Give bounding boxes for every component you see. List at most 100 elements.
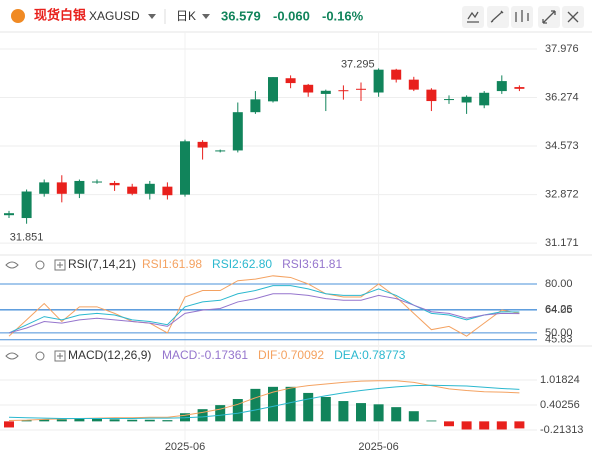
candle-body — [21, 191, 32, 219]
candle-body — [514, 87, 525, 89]
legend-entry: RSI1:61.98 — [142, 257, 202, 271]
macd-bar — [338, 401, 349, 422]
macd-bar — [461, 421, 472, 430]
y-tick-label: 32.872 — [545, 188, 579, 200]
macd-bar — [109, 419, 120, 422]
x-tick-label: 2025-06 — [358, 441, 398, 453]
y-tick-label: 45.83 — [545, 334, 573, 346]
period[interactable]: 日K — [176, 9, 196, 23]
candle-body — [215, 150, 226, 152]
candle-body — [373, 69, 384, 93]
candle-body — [356, 88, 366, 90]
candle-body — [250, 99, 261, 113]
macd-bar — [479, 421, 490, 430]
plus-icon[interactable] — [54, 259, 66, 271]
candle-body — [444, 99, 454, 101]
eye-icon[interactable] — [5, 352, 19, 360]
macd-bar — [144, 419, 155, 422]
indicator-line — [8, 384, 520, 420]
plus-sign — [57, 262, 63, 268]
macd-bar — [232, 399, 243, 422]
max-label: 37.295 — [341, 58, 375, 70]
candle-body — [180, 141, 190, 195]
tool-button[interactable] — [462, 6, 484, 28]
tool-icon — [542, 10, 556, 24]
macd-bar — [92, 418, 102, 422]
tool-button[interactable] — [487, 6, 509, 28]
candle-body — [127, 186, 138, 194]
macd-bar — [408, 411, 419, 422]
x-tick-label: 2025-06 — [165, 441, 205, 453]
macd-bar — [197, 409, 208, 422]
symbol[interactable]: XAGUSD — [89, 9, 140, 23]
instrument-name[interactable]: 现货白银 — [34, 7, 87, 22]
macd-bar — [250, 388, 261, 422]
macd-bar — [215, 405, 226, 422]
tool-icon — [490, 10, 504, 23]
toolbar — [462, 6, 584, 28]
y-tick-label: 50.00 — [545, 327, 573, 339]
indicator-line — [8, 285, 520, 334]
indicator-line — [8, 275, 520, 337]
tool-icon — [467, 11, 479, 23]
y-tick-label: 80.00 — [545, 278, 573, 290]
change-pct: -0.16% — [322, 8, 364, 23]
logo — [11, 9, 25, 23]
macd-bar — [391, 407, 402, 422]
indicator-line — [8, 293, 520, 334]
macd-bar — [303, 392, 314, 422]
macd-bar — [21, 420, 32, 422]
macd-bar — [356, 403, 366, 422]
candle-body — [285, 78, 296, 84]
plus-sign — [57, 353, 63, 359]
gear-icon[interactable] — [35, 351, 45, 361]
eye-icon[interactable] — [5, 261, 19, 269]
gear-icon[interactable] — [35, 260, 45, 270]
macd-bar — [39, 419, 50, 422]
tool-icon — [567, 11, 579, 23]
macd-bar — [496, 421, 507, 430]
y-tick-label: 31.171 — [545, 237, 579, 249]
y-tick-label: 34.573 — [545, 140, 579, 152]
candle-body — [338, 90, 349, 92]
plus-icon[interactable] — [54, 350, 66, 362]
macd-bar — [74, 418, 85, 422]
y-tick-label: 64.26 — [545, 304, 573, 316]
macd-bar — [56, 419, 67, 422]
min-label: 31.851 — [10, 232, 44, 244]
dropdown-arrow[interactable] — [148, 14, 156, 19]
candle-body — [461, 96, 472, 103]
macd-bar — [127, 419, 138, 422]
legend-entry: MACD:-0.17361 — [162, 348, 248, 362]
legend-entry: DIF:0.70092 — [258, 348, 324, 362]
candle-body — [426, 89, 437, 102]
dropdown-arrow[interactable] — [202, 14, 210, 19]
y-tick-label: -0.21313 — [540, 424, 583, 436]
legend-entry: RSI3:61.81 — [282, 257, 342, 271]
candle-body — [303, 84, 314, 93]
y-tick-label: 37.976 — [545, 43, 579, 55]
y-tick-label: 36.274 — [545, 91, 579, 103]
legend-entry: RSI2:62.80 — [212, 257, 272, 271]
macd-bar — [162, 420, 173, 422]
candle-body — [74, 180, 85, 194]
candle-body — [496, 81, 507, 92]
macd-bar — [268, 386, 278, 422]
legend-entry: DEA:0.78773 — [334, 348, 406, 362]
candle-body — [39, 182, 50, 194]
candle-body — [268, 77, 278, 102]
y-tick-label: 0.40256 — [540, 399, 580, 411]
tool-icon — [515, 10, 529, 22]
macd-bar — [426, 420, 437, 422]
candle-body — [162, 186, 173, 196]
indicator-title: RSI(7,14,21) — [68, 257, 136, 271]
candle-body — [144, 183, 155, 194]
candle-body — [391, 69, 402, 80]
indicator-title: MACD(12,26,9) — [68, 348, 151, 362]
candle-body — [320, 90, 331, 94]
rsi-controls — [5, 259, 66, 362]
price: 36.579 — [221, 8, 261, 23]
